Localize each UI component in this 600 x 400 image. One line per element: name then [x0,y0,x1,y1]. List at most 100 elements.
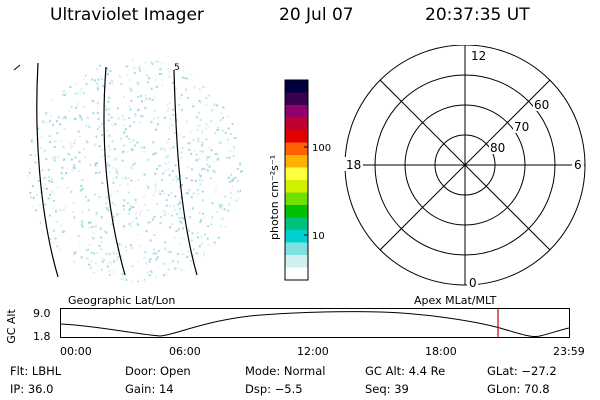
uv-speckle [180,237,183,239]
uv-speckle [145,97,148,100]
uv-speckle [194,280,196,282]
uv-speckle [146,209,149,212]
uv-speckle [38,204,41,206]
uv-speckle [96,128,99,130]
uv-speckle [231,180,234,182]
uv-speckle [48,179,51,182]
timeline-chart [60,308,570,338]
uv-speckle [81,210,84,213]
uv-speckle [74,251,77,254]
uv-speckle [205,123,208,125]
uv-speckle [49,238,52,241]
uv-speckle [232,261,235,263]
uv-speckle [227,127,230,130]
uv-speckle [182,237,185,240]
uv-speckle [197,279,200,281]
uv-speckle [64,205,67,208]
uv-speckle [199,176,202,179]
uv-speckle [51,271,54,274]
uv-speckle [234,137,237,139]
uv-speckle [125,245,128,248]
uv-speckle [65,92,68,95]
uv-speckle [59,258,62,261]
uv-speckle [40,88,43,91]
uv-speckle [185,177,188,180]
uv-speckle [158,249,160,252]
uv-speckle [137,108,140,111]
uv-speckle [103,230,106,233]
uv-speckle [169,147,172,150]
uv-speckle [53,146,56,148]
uv-speckle [127,191,130,194]
uv-speckle [38,261,41,264]
uv-speckle [64,117,67,120]
uv-speckle [112,271,115,273]
uv-speckle [82,105,85,108]
uv-speckle [199,72,202,75]
color-bar-gradient [285,80,308,281]
uv-speckle [180,221,183,224]
uv-speckle [154,172,157,175]
uv-speckle [180,157,183,159]
uv-speckle [171,124,173,126]
uv-speckle [156,168,158,170]
uv-speckle [211,109,214,112]
uv-speckle [163,213,166,216]
uv-speckle [146,81,149,84]
uv-speckle [87,248,90,251]
uv-speckle [199,119,202,122]
uv-speckle [232,66,235,68]
uv-speckle [115,157,118,160]
uv-speckle [130,166,133,169]
uv-speckle [226,249,228,251]
uv-speckle [63,94,66,96]
uv-speckle [216,271,219,274]
uv-speckle [164,247,167,250]
uv-speckle [108,108,111,111]
uv-speckle [105,252,107,255]
uv-speckle [166,104,168,107]
uv-speckle [155,252,158,255]
uv-speckle [164,263,167,266]
timeline-left-label: Geographic Lat/Lon [68,294,176,307]
uv-speckle [176,180,179,183]
uv-speckle [155,183,158,186]
uv-speckle [168,262,171,265]
uv-speckle [231,239,234,242]
uv-speckle [235,233,238,236]
uv-speckle [49,196,52,199]
uv-speckle [65,58,67,61]
uv-speckle [222,106,225,109]
uv-speckle [207,170,210,173]
uv-speckle [137,260,140,263]
color-bar-segment [285,117,308,131]
uv-speckle [169,126,172,129]
uv-speckle [101,123,103,126]
uv-speckle [206,163,209,166]
uv-speckle [159,216,162,219]
uv-speckle [59,269,62,271]
uv-speckle [137,178,140,181]
uv-speckle [30,278,33,281]
mlt-label-0: 0 [469,276,477,290]
uv-speckle [101,78,104,81]
uv-speckle [47,175,50,178]
uv-speckle [226,108,229,111]
uv-speckle [140,210,143,213]
uv-speckle [94,143,97,146]
uv-speckle [87,221,90,224]
uv-speckle [57,253,60,255]
uv-speckle [218,141,221,144]
uv-speckle [216,76,219,79]
uv-speckle [189,216,192,219]
uv-speckle [239,163,242,166]
uv-speckle [224,195,227,198]
uv-speckle [129,225,132,228]
uv-speckle [234,103,237,106]
uv-speckle [200,144,203,147]
uv-speckle [51,61,54,64]
mlt-label-12: 12 [471,49,486,63]
uv-speckle [94,162,97,165]
uv-speckle [64,77,67,80]
uv-speckle [191,66,194,69]
